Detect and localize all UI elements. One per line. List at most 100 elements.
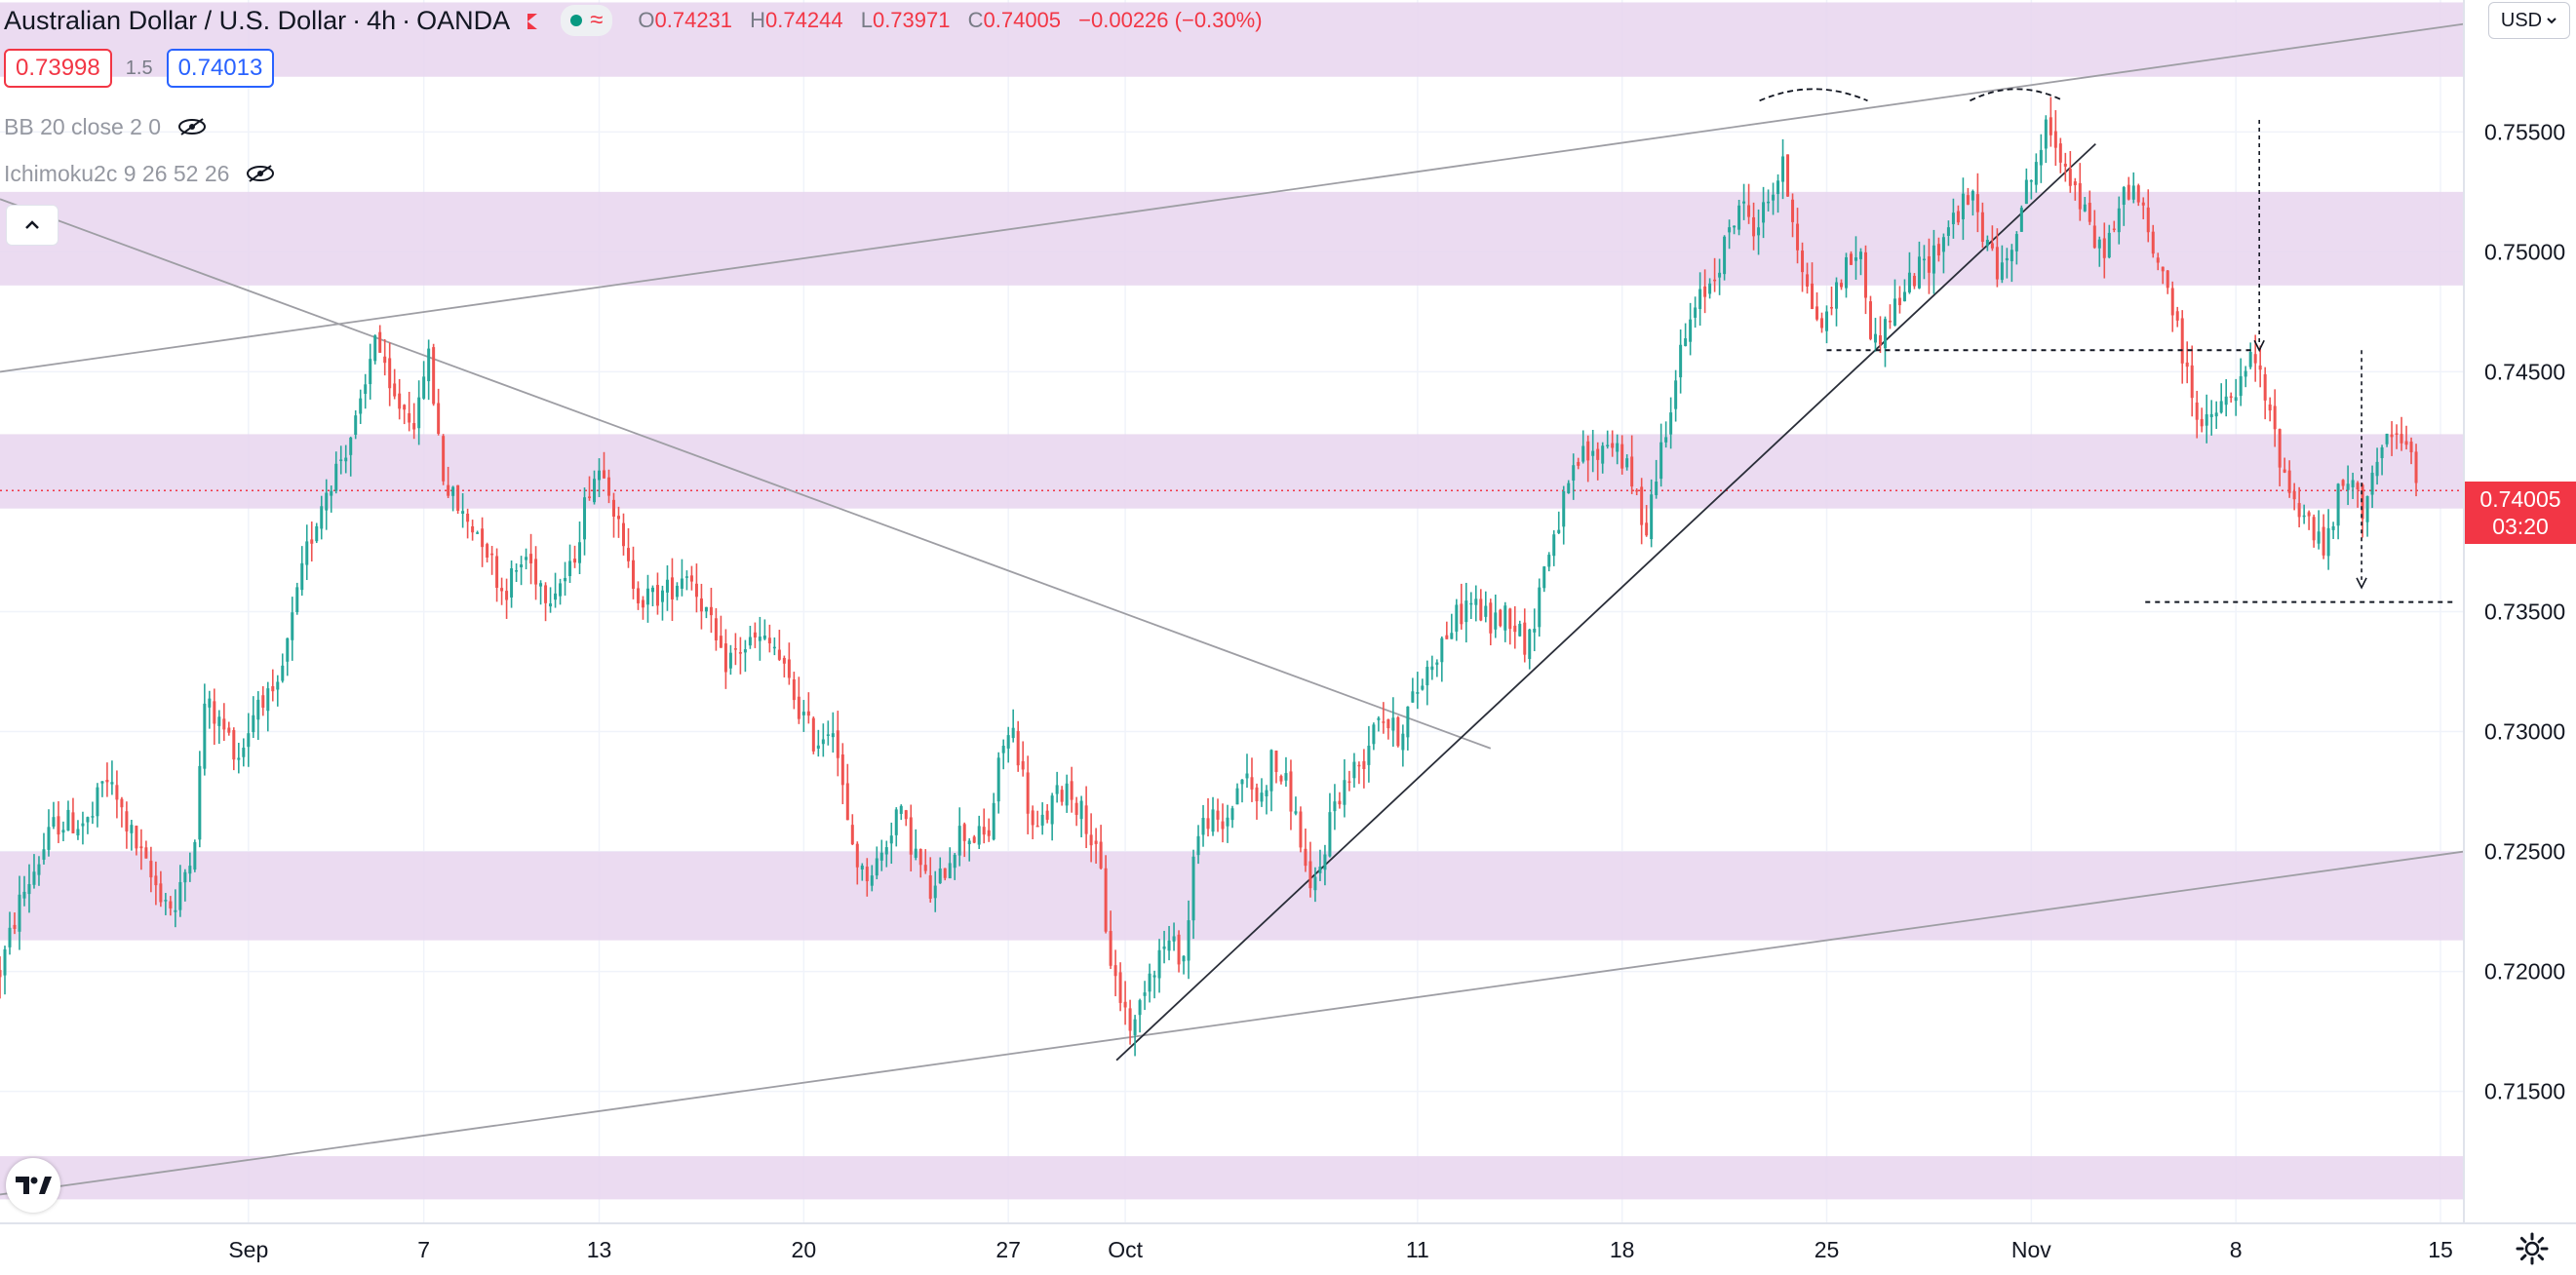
settings-gear-icon[interactable] [2516,1232,2549,1265]
market-status-icon[interactable]: ≈ [561,5,613,36]
collapse-legend-button[interactable] [6,205,59,246]
candle-up [183,871,187,883]
indicator-bb[interactable]: BB 20 close 2 0 [4,109,208,144]
candle-down [2287,470,2291,493]
candle-up [1313,876,1317,891]
price-tick-label: 0.74500 [2484,359,2565,384]
candle-up [1538,587,1542,628]
candle-up [2336,483,2340,526]
candle-down [2156,257,2160,263]
candle-up [1464,600,1468,623]
candle-down [1645,522,1649,536]
eye-crossed-icon[interactable] [245,164,276,183]
candle-down [232,730,236,760]
candle-up [1269,750,1273,792]
candle-down [1396,716,1400,747]
candle-up [1581,445,1585,462]
candle-up [1040,814,1044,826]
sell-price-button[interactable]: 0.73998 [4,49,112,88]
indicator-ichimoku[interactable]: Ichimoku2c 9 26 52 26 [4,156,276,191]
candle-up [1006,735,1010,749]
candle-down [2185,362,2189,367]
candle-up [291,612,294,640]
resistance-support-zones [0,2,2464,1200]
candle-up [1907,272,1911,292]
candle-down [1250,777,1254,790]
candle-up [320,506,324,529]
candle-up [295,587,299,612]
candle-up [1689,319,1693,342]
candle-up [748,637,752,646]
candle-up [1352,761,1356,779]
candle-up [583,497,587,540]
candle-down [723,643,727,673]
candle-down [1975,194,1979,212]
candle-down [2049,117,2052,135]
buy-price-button[interactable]: 0.74013 [166,49,275,88]
candle-down [962,824,966,841]
candle-up [1152,975,1156,978]
tradingview-logo-icon[interactable] [6,1158,60,1213]
candle-up [554,593,558,600]
candle-up [22,891,26,899]
candle-up [96,787,99,817]
candle-up [826,734,830,736]
candle-down [13,924,17,929]
candle-up [1737,205,1741,230]
candle-down [222,718,226,730]
candle-up [1659,442,1663,480]
candle-down [310,539,314,544]
candle-up [188,866,192,874]
candle-up [1430,666,1434,671]
candle-down [456,484,460,512]
eye-crossed-icon[interactable] [176,117,208,136]
candle-up [831,733,835,738]
candle-up [1406,706,1410,738]
candle-down [105,779,109,783]
candlestick-series [0,97,2418,1057]
candle-up [359,398,363,414]
candle-up [1601,445,1605,464]
candle-down [909,817,913,855]
candle-up [1655,482,1659,495]
price-axis: 0.755000.750000.745000.740000.735000.730… [2484,119,2565,1103]
candle-down [1177,934,1181,965]
candle-down [2200,418,2204,427]
candle-up [52,817,56,827]
candle-up [889,835,893,844]
indicator-label[interactable]: Ichimoku2c 9 26 52 26 [4,160,230,186]
candle-down [2053,131,2057,148]
indicator-label[interactable]: BB 20 close 2 0 [4,113,162,139]
candle-down [2268,404,2272,411]
currency-select[interactable]: USD [2488,2,2570,39]
candle-down [261,695,265,708]
interval-label[interactable]: 4h [367,5,397,35]
candle-up [1650,494,1654,540]
candle-up [42,849,46,860]
price-tick-label: 0.73000 [2484,719,2565,745]
candle-down [972,836,976,843]
candle-up [203,703,207,769]
candle-up [18,894,21,932]
candle-up [914,848,917,858]
trendline [0,850,2465,1196]
candle-down [71,812,75,833]
symbol-legend[interactable]: Australian Dollar / U.S. Dollar · 4h · O… [4,2,1274,39]
candle-down [1912,275,1916,287]
exchange-label[interactable]: OANDA [416,5,511,35]
time-tick-label: 11 [1406,1237,1429,1262]
sr-zone [0,434,2464,509]
candle-down [2073,181,2077,185]
candle-up [242,748,246,757]
candle-down [393,383,397,397]
candle-up [1133,1019,1137,1035]
symbol-title[interactable]: Australian Dollar / U.S. Dollar [4,5,347,35]
candle-down [1094,840,1098,844]
candle-up [2029,179,2033,182]
candle-up [2122,186,2126,206]
candle-up [1825,311,1829,331]
candle-down [1216,810,1220,820]
candle-down [1936,244,1940,256]
close-value: 0.74005 [983,8,1062,32]
